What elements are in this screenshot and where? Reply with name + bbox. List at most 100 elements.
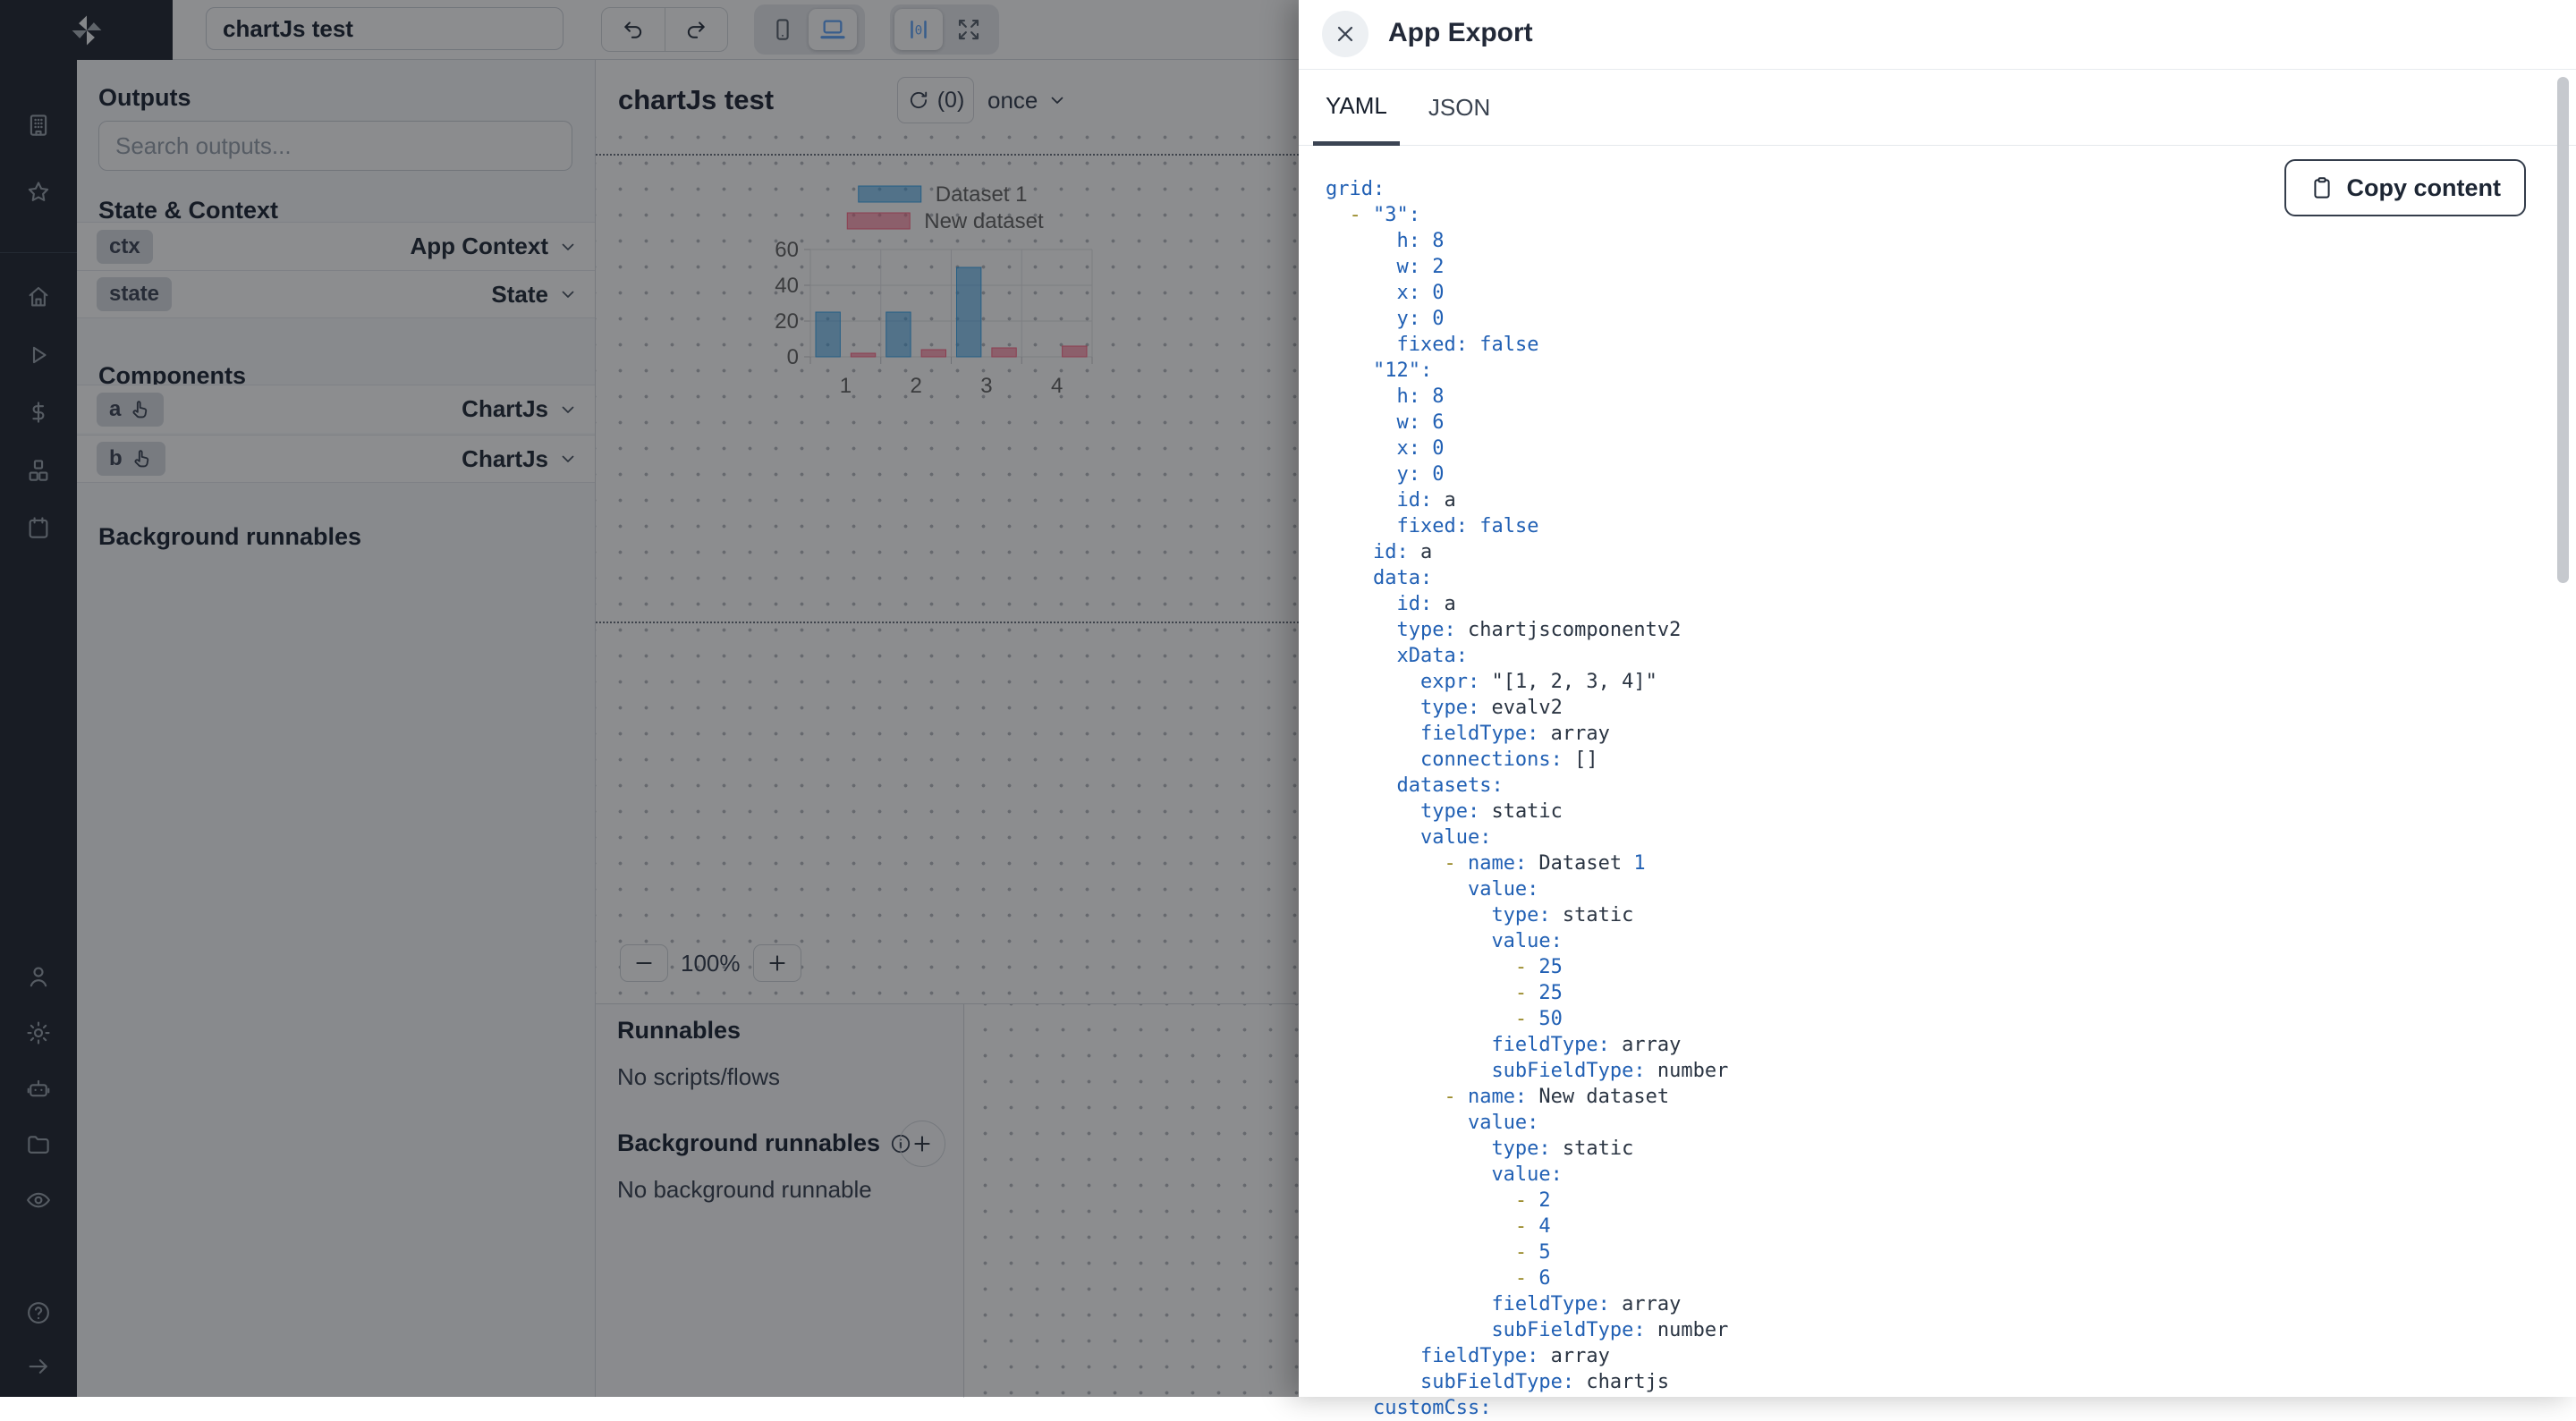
yaml-code-block: grid: - "3": h: 8 w: 2 x: 0 y: 0 fixed: …: [1326, 178, 1729, 1419]
plus-icon: [766, 952, 789, 975]
app-sidebar: [0, 0, 77, 1397]
sidebar-gear-icon[interactable]: [0, 1019, 77, 1046]
output-row-b[interactable]: b ChartJs: [77, 435, 595, 483]
chevron-down-icon[interactable]: [557, 448, 579, 469]
runnables-panel: Runnables No scripts/flows Background ru…: [596, 1004, 964, 1398]
chevron-down-icon: [1046, 89, 1068, 111]
redo-button[interactable]: [664, 8, 728, 51]
sidebar-star-icon[interactable]: [0, 179, 77, 206]
background-runnables-label: Background runnables: [617, 1129, 881, 1156]
zoom-level: 100%: [681, 949, 741, 977]
clipboard-icon: [2309, 175, 2334, 200]
drawer-title: App Export: [1388, 18, 1533, 47]
refresh-icon: [907, 89, 930, 112]
sidebar-eye-icon[interactable]: [0, 1187, 77, 1214]
sidebar-arrow-right-icon[interactable]: [0, 1353, 77, 1380]
fullwidth-layout-button[interactable]: [945, 9, 993, 50]
plus-icon: [911, 1132, 934, 1155]
output-badge: a: [97, 392, 165, 427]
svg-text:4: 4: [1051, 374, 1063, 398]
app-export-drawer: App Export YAML JSON Copy content grid: -…: [1299, 0, 2576, 1419]
undo-button[interactable]: [602, 8, 665, 51]
output-row-a[interactable]: a ChartJs: [77, 385, 595, 433]
sidebar-person-icon[interactable]: [0, 963, 77, 990]
sidebar-divider: [0, 252, 77, 253]
center-align-icon: 0: [905, 16, 932, 43]
pointer-icon: [130, 447, 153, 470]
svg-text:0: 0: [787, 345, 799, 369]
desktop-view-button[interactable]: [809, 9, 857, 50]
sidebar-robot-icon[interactable]: [0, 1075, 77, 1102]
sidebar-help-icon[interactable]: [0, 1299, 77, 1326]
sidebar-dollar-icon[interactable]: [0, 399, 77, 426]
logo-block[interactable]: [0, 0, 173, 60]
layout-toggle: 0: [890, 4, 999, 55]
svg-text:New dataset: New dataset: [924, 209, 1044, 233]
output-type-label: App Context: [410, 233, 548, 259]
schedule-dropdown[interactable]: once: [987, 77, 1068, 123]
scrollbar-thumb[interactable]: [2557, 77, 2569, 583]
svg-text:40: 40: [775, 274, 799, 298]
runnables-header: Runnables: [617, 1017, 741, 1044]
runnables-empty-text: No scripts/flows: [617, 1063, 781, 1090]
output-row-state[interactable]: state State: [77, 270, 595, 318]
output-type-label: State: [491, 280, 548, 308]
outputs-header: Outputs: [98, 84, 191, 111]
refresh-count: (0): [936, 87, 965, 113]
mobile-view-button[interactable]: [758, 9, 807, 50]
svg-text:0: 0: [915, 24, 923, 38]
search-outputs-input[interactable]: [98, 121, 572, 171]
zoom-in-button[interactable]: [752, 944, 801, 982]
center-layout-button[interactable]: 0: [894, 9, 943, 50]
sidebar-building-icon[interactable]: [0, 112, 77, 139]
sidebar-cubes-icon[interactable]: [0, 457, 77, 484]
sidebar-folder-icon[interactable]: [0, 1131, 77, 1158]
svg-text:2: 2: [910, 374, 921, 398]
sidebar-calendar-icon[interactable]: [0, 514, 77, 541]
sidebar-home-icon[interactable]: [0, 283, 77, 310]
device-toggle: [754, 4, 865, 55]
bar-chart: Dataset 1 New dataset 0 20 40 60 1 2 3 4: [759, 163, 1135, 422]
outputs-panel: Outputs State & Context ctx App Context st…: [77, 60, 596, 1397]
zoom-out-button[interactable]: [620, 944, 668, 982]
chevron-down-icon[interactable]: [557, 283, 579, 305]
undo-icon: [621, 17, 646, 42]
redo-icon: [683, 17, 708, 42]
state-context-header: State & Context: [98, 197, 279, 224]
tab-yaml[interactable]: YAML: [1313, 70, 1400, 146]
background-runnables-header: Background runnables: [98, 523, 362, 550]
output-badge: ctx: [97, 229, 153, 264]
add-background-runnable-button[interactable]: [899, 1121, 945, 1167]
app-canvas: chartJs test (0) once Dataset 1 New datas…: [596, 60, 1299, 1003]
refresh-button[interactable]: (0): [897, 77, 974, 123]
phone-icon: [769, 16, 796, 43]
canvas-grid-dots: [596, 134, 1299, 1003]
copy-content-button[interactable]: Copy content: [2284, 159, 2526, 216]
svg-text:1: 1: [840, 374, 852, 398]
drawer-header-divider: [1299, 69, 2576, 70]
copy-content-label: Copy content: [2346, 173, 2502, 201]
chartjs-component[interactable]: Dataset 1 New dataset 0 20 40 60 1 2 3 4: [596, 154, 1299, 623]
output-type-label: ChartJs: [462, 395, 548, 422]
background-runnables-title: Background runnables: [617, 1129, 912, 1157]
pointer-icon: [128, 398, 151, 421]
chevron-down-icon[interactable]: [557, 236, 579, 258]
history-buttons: [601, 7, 728, 52]
chevron-down-icon[interactable]: [557, 399, 579, 420]
tab-json[interactable]: JSON: [1428, 94, 1491, 121]
minus-icon: [632, 952, 656, 975]
schedule-value: once: [987, 86, 1038, 114]
close-icon: [1333, 21, 1358, 47]
svg-text:Dataset 1: Dataset 1: [936, 182, 1028, 207]
svg-text:20: 20: [775, 309, 799, 334]
output-type-label: ChartJs: [462, 444, 548, 472]
app-title-input[interactable]: [206, 7, 564, 50]
svg-text:60: 60: [775, 238, 799, 262]
canvas-zoom-controls: 100%: [620, 944, 801, 982]
output-row-ctx[interactable]: ctx App Context: [77, 222, 595, 270]
output-badge: b: [97, 442, 165, 476]
export-format-tabs: YAML JSON: [1299, 70, 2576, 146]
sidebar-play-icon[interactable]: [0, 342, 77, 368]
close-button[interactable]: [1322, 11, 1368, 57]
output-badge: state: [97, 277, 173, 311]
